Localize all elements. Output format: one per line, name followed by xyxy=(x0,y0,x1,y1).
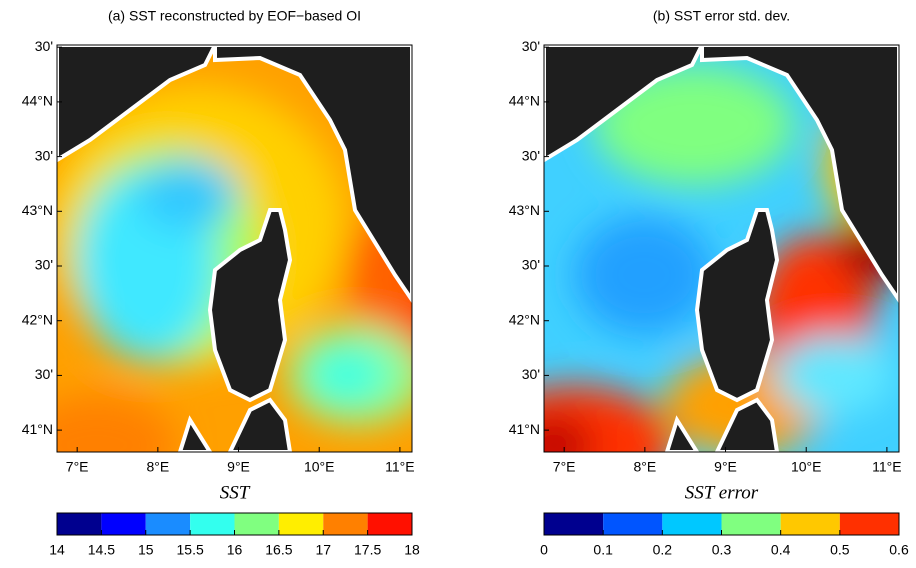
colorbar-segment xyxy=(839,513,899,535)
y-tick-label: 30' xyxy=(522,257,540,273)
y-tick-label: 42°N xyxy=(509,311,540,327)
x-tick-label: 8°E xyxy=(146,459,169,475)
colorbar-tick-label: 15 xyxy=(138,542,154,558)
axes-frame xyxy=(543,44,900,453)
land xyxy=(700,45,899,304)
y-tick-label: 44°N xyxy=(22,93,53,109)
colorbar-tick-label: 17 xyxy=(315,542,331,558)
field-patch xyxy=(544,415,594,452)
colorbar-tick-label: 14 xyxy=(49,542,65,558)
colorbar-tick-label: 0.6 xyxy=(889,542,909,558)
colorbar-tick-label: 18 xyxy=(404,542,420,558)
y-tick-label: 42°N xyxy=(22,311,53,327)
field-patch xyxy=(594,65,794,185)
x-tick-label: 9°E xyxy=(714,459,737,475)
y-tick-label: 41°N xyxy=(509,421,540,437)
colorbar-tick-label: 0 xyxy=(540,542,548,558)
x-tick-label: 9°E xyxy=(227,459,250,475)
map xyxy=(57,45,412,452)
land xyxy=(664,415,700,452)
colorbar-segment xyxy=(234,513,279,535)
colorbar-segment xyxy=(278,513,324,535)
colorbar-tick-label: 17.5 xyxy=(354,542,381,558)
axes-frame xyxy=(56,44,413,453)
colorbar-tick-label: 0.3 xyxy=(712,542,732,558)
field-patch xyxy=(57,395,177,452)
colorbar-tick-label: 0.5 xyxy=(830,542,850,558)
colorbar-segment xyxy=(603,513,663,535)
x-tick-label: 11°E xyxy=(385,459,414,475)
y-tick-label: 30' xyxy=(35,147,53,163)
x-tick-label: 8°E xyxy=(633,459,656,475)
colorbar-segment xyxy=(780,513,840,535)
panel-title: (a) SST reconstructed by EOF−based OI xyxy=(108,8,361,24)
y-tick-label: 30' xyxy=(35,257,53,273)
x-axis-label: SST xyxy=(220,482,251,503)
colorbar-tick-label: 0.1 xyxy=(593,542,613,558)
colorbar-segment xyxy=(367,513,412,535)
x-axis-label: SST error xyxy=(685,482,759,503)
y-tick-label: 30' xyxy=(522,147,540,163)
colorbar-tick-label: 14.5 xyxy=(88,542,115,558)
colorbar-segment xyxy=(662,513,722,535)
colorbar-tick-label: 16.5 xyxy=(265,542,292,558)
field-patch xyxy=(137,160,237,230)
field-patch xyxy=(774,335,894,415)
land xyxy=(177,415,213,452)
y-tick-label: 44°N xyxy=(509,93,540,109)
y-tick-label: 30' xyxy=(35,38,53,54)
y-tick-label: 41°N xyxy=(22,421,53,437)
map xyxy=(544,45,899,452)
colorbar-segment xyxy=(323,513,368,535)
land xyxy=(227,397,293,452)
x-tick-label: 10°E xyxy=(791,459,822,475)
colorbar-segment xyxy=(544,513,604,535)
y-tick-label: 43°N xyxy=(509,202,540,218)
land xyxy=(714,397,780,452)
x-tick-label: 7°E xyxy=(553,459,576,475)
colorbar-tick-label: 15.5 xyxy=(177,542,204,558)
y-tick-label: 30' xyxy=(35,366,53,382)
x-tick-label: 11°E xyxy=(872,459,901,475)
field-patch xyxy=(307,345,387,405)
field-patch xyxy=(574,215,714,335)
land xyxy=(207,208,293,403)
colorbar-tick-label: 0.2 xyxy=(653,542,673,558)
colorbar-tick-label: 0.4 xyxy=(771,542,791,558)
y-tick-label: 43°N xyxy=(22,202,53,218)
colorbar-segment xyxy=(57,513,102,535)
colorbar-segment xyxy=(101,513,146,535)
y-tick-label: 30' xyxy=(522,366,540,382)
x-tick-label: 7°E xyxy=(66,459,89,475)
colorbar-segment xyxy=(721,513,781,535)
colorbar-segment xyxy=(145,513,191,535)
y-tick-label: 30' xyxy=(522,38,540,54)
land xyxy=(213,45,412,304)
colorbar-tick-label: 16 xyxy=(227,542,243,558)
land xyxy=(694,208,780,403)
colorbar-segment xyxy=(190,513,235,535)
panel-title: (b) SST error std. dev. xyxy=(653,8,790,24)
x-tick-label: 10°E xyxy=(304,459,335,475)
